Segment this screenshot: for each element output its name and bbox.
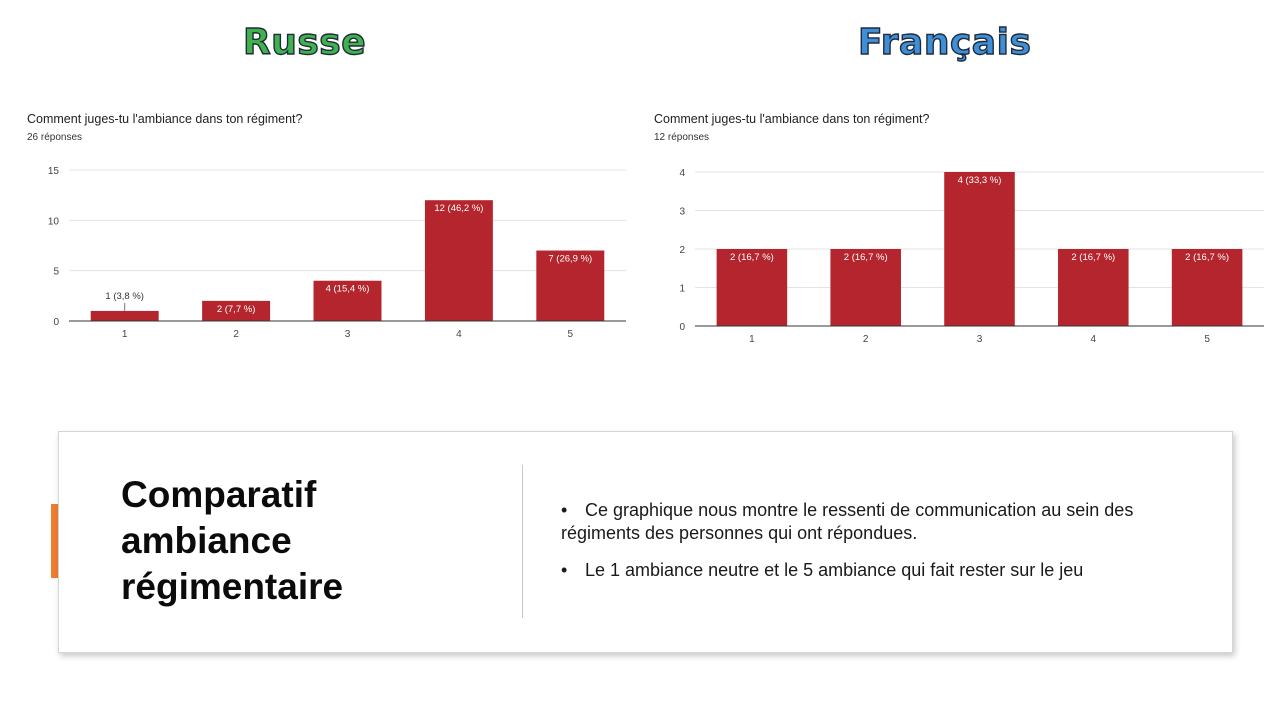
chart-francais-subtitle: 12 réponses: [654, 132, 710, 143]
bullet-text: Le 1 ambiance neutre et le 5 ambiance qu…: [585, 560, 1084, 580]
chart-russe-xtick-label: 2: [233, 329, 239, 340]
chart-francais-xtick-label: 2: [863, 334, 869, 345]
bullet-list: • Ce graphique nous montre le ressenti de…: [561, 499, 1201, 596]
heading-russe: Russe: [242, 21, 367, 63]
chart-francais-title: Comment juges-tu l'ambiance dans ton rég…: [654, 112, 930, 126]
bullet-text: Ce graphique nous montre le ressenti de …: [561, 500, 1134, 543]
chart-francais-bar: [1171, 249, 1243, 326]
chart-russe-xtick-label: 4: [456, 329, 462, 340]
chart-francais: 0 1 2 3 4 2 (16,7 %) 1 2 (16,7 %) 2 4 (33,3 %) 3 2 …: [654, 112, 1274, 347]
chart-francais-bar: [1058, 249, 1129, 326]
chart-russe-svg: 0 5 10 15 1 (3,8 %) 1 2 (7,7 %) 2 4 (15,4 %) 3 12 …: [48, 166, 626, 340]
card-title: Comparatif ambiance régimentaire: [121, 474, 344, 607]
chart-francais-bar: [830, 249, 901, 326]
chart-francais-ytick-label: 0: [679, 322, 685, 333]
chart-russe-data-label: 4 (15,4 %): [326, 284, 370, 295]
chart-russe-bar: [90, 310, 159, 321]
card-divider: [522, 465, 523, 618]
chart-francais-ytick-label: 4: [679, 168, 685, 179]
bullet-item: • Le 1 ambiance neutre et le 5 ambiance q…: [561, 559, 1201, 582]
bullet-dot: •: [561, 560, 568, 580]
chart-russe-ytick-label: 5: [53, 267, 59, 278]
chart-russe-data-label: 7 (26,9 %): [548, 254, 592, 265]
summary-card: Comparatif ambiance régimentaire • Ce gra…: [58, 431, 1233, 653]
chart-francais-xtick-label: 5: [1204, 334, 1210, 345]
chart-francais-bar: [716, 249, 788, 326]
bullet-item: • Ce graphique nous montre le ressenti de…: [561, 499, 1201, 545]
chart-russe-title: Comment juges-tu l'ambiance dans ton rég…: [27, 112, 303, 126]
chart-russe-xtick-label: 5: [568, 329, 574, 340]
chart-francais-xtick-label: 1: [749, 334, 755, 345]
chart-francais-data-label: 2 (16,7 %): [1071, 252, 1115, 263]
chart-francais-data-label: 2 (16,7 %): [844, 252, 888, 263]
chart-russe-subtitle: 26 réponses: [27, 132, 83, 143]
chart-russe-data-label: 12 (46,2 %): [434, 203, 483, 214]
chart-russe-ytick-label: 15: [48, 166, 60, 177]
chart-francais-data-label: 4 (33,3 %): [958, 175, 1002, 186]
chart-francais-xtick-label: 4: [1091, 334, 1097, 345]
chart-russe-ytick-label: 10: [48, 216, 60, 227]
chart-francais-data-label: 2 (16,7 %): [1185, 252, 1229, 263]
chart-francais-data-label: 2 (16,7 %): [730, 252, 774, 263]
chart-francais-svg: 0 1 2 3 4 2 (16,7 %) 1 2 (16,7 %) 2 4 (33,3 %) 3 2 …: [679, 168, 1264, 345]
bullet-dot: •: [561, 500, 568, 520]
chart-russe: 0 5 10 15 1 (3,8 %) 1 2 (7,7 %) 2 4 (15,4 %) 3 12 …: [27, 112, 637, 347]
chart-francais-ytick-label: 2: [679, 245, 685, 256]
chart-russe-bar: [536, 250, 605, 321]
chart-russe-data-label: 1 (3,8 %): [105, 291, 144, 302]
chart-russe-bar: [313, 280, 382, 321]
chart-russe-ytick-label: 0: [53, 317, 59, 328]
chart-russe-data-label: 2 (7,7 %): [217, 304, 256, 315]
chart-russe-xtick-label: 1: [122, 329, 128, 340]
chart-francais-ytick-label: 3: [679, 207, 685, 218]
chart-francais-bar: [944, 172, 1015, 326]
chart-francais-xtick-label: 3: [977, 334, 983, 345]
chart-russe-bar: [424, 200, 493, 321]
chart-russe-bar: [202, 300, 271, 321]
chart-russe-xtick-label: 3: [345, 329, 351, 340]
heading-francais: Français: [857, 21, 1032, 63]
chart-francais-ytick-label: 1: [679, 284, 685, 295]
